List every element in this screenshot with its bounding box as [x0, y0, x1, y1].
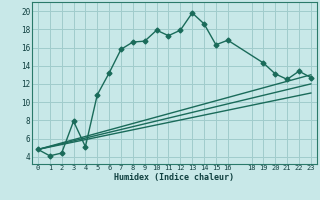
- X-axis label: Humidex (Indice chaleur): Humidex (Indice chaleur): [115, 173, 234, 182]
